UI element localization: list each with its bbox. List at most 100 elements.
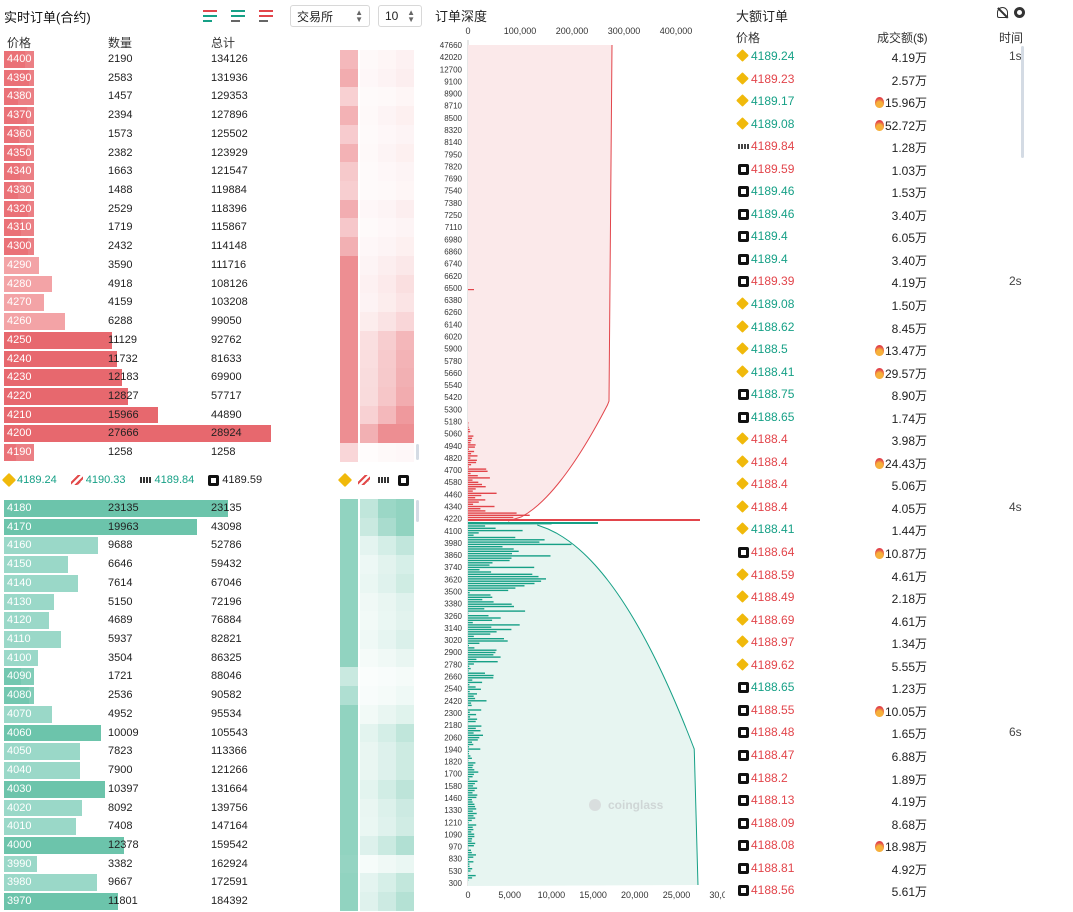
bid-row[interactable]: 4140 7614 67046 — [0, 574, 340, 593]
ask-row[interactable]: 4250 11129 92762 — [0, 331, 340, 350]
mid-price-bybit[interactable]: 4189.84 — [139, 474, 194, 486]
bid-row[interactable]: 4180 23135 23135 — [0, 499, 340, 518]
ask-row[interactable]: 4210 15966 44890 — [0, 406, 340, 425]
large-order-row[interactable]: 4188.4 4.05万 4s — [730, 496, 1030, 519]
okx-icon[interactable] — [398, 474, 409, 486]
view-bids-icon[interactable] — [228, 7, 250, 25]
large-order-row[interactable]: 4189.08 52.72万 — [730, 113, 1030, 136]
large-order-row[interactable]: 4188.81 4.92万 — [730, 857, 1030, 880]
ask-row[interactable]: 4200 27666 28924 — [0, 424, 340, 443]
large-order-row[interactable]: 4189.17 15.96万 — [730, 90, 1030, 113]
large-order-row[interactable]: 4188.41 1.44万 — [730, 518, 1030, 541]
binance-icon[interactable] — [337, 472, 353, 488]
large-order-row[interactable]: 4188.2 1.89万 — [730, 767, 1030, 790]
large-order-row[interactable]: 4189.23 2.57万 — [730, 68, 1030, 91]
bid-row[interactable]: 4130 5150 72196 — [0, 593, 340, 612]
large-order-row[interactable]: 4189.39 4.19万 2s — [730, 270, 1030, 293]
exchange-select[interactable]: 交易所 ▲ ▼ — [290, 5, 370, 27]
bids-scrollbar[interactable] — [416, 500, 419, 522]
bitget-icon[interactable] — [358, 475, 370, 485]
large-order-row[interactable]: 4188.4 24.43万 — [730, 451, 1030, 474]
bid-row[interactable]: 4040 7900 121266 — [0, 761, 340, 780]
ask-row[interactable]: 4290 3590 111716 — [0, 256, 340, 275]
bid-row[interactable]: 4060 10009 105543 — [0, 724, 340, 743]
ask-row[interactable]: 4280 4918 108126 — [0, 275, 340, 294]
large-order-row[interactable]: 4188.97 1.34万 — [730, 631, 1030, 654]
large-order-row[interactable]: 4188.65 1.74万 — [730, 406, 1030, 429]
bid-row[interactable]: 4070 4952 95534 — [0, 705, 340, 724]
large-order-row[interactable]: 4189.84 1.28万 — [730, 135, 1030, 158]
bid-row[interactable]: 3970 11801 184392 — [0, 892, 340, 911]
bell-off-icon[interactable] — [997, 7, 1008, 18]
bybit-icon[interactable] — [378, 477, 390, 483]
bid-row[interactable]: 4160 9688 52786 — [0, 536, 340, 555]
bid-row[interactable]: 4000 12378 159542 — [0, 836, 340, 855]
bid-row[interactable]: 4030 10397 131664 — [0, 780, 340, 799]
gear-icon[interactable] — [1014, 7, 1025, 18]
large-order-row[interactable]: 4188.49 2.18万 — [730, 586, 1030, 609]
large-order-row[interactable]: 4188.64 10.87万 — [730, 541, 1030, 564]
large-order-row[interactable]: 4189.08 1.50万 — [730, 293, 1030, 316]
asks-scrollbar[interactable] — [416, 444, 419, 460]
bid-row[interactable]: 4090 1721 88046 — [0, 667, 340, 686]
mid-price-bitget[interactable]: 4190.33 — [70, 474, 126, 486]
bid-row[interactable]: 4110 5937 82821 — [0, 630, 340, 649]
bid-row[interactable]: 4010 7408 147164 — [0, 817, 340, 836]
ask-row[interactable]: 4270 4159 103208 — [0, 293, 340, 312]
ask-row[interactable]: 4390 2583 131936 — [0, 69, 340, 88]
large-order-row[interactable]: 4189.62 5.55万 — [730, 654, 1030, 677]
large-order-row[interactable]: 4188.41 29.57万 — [730, 361, 1030, 384]
ask-row[interactable]: 4380 1457 129353 — [0, 87, 340, 106]
large-order-row[interactable]: 4188.13 4.19万 — [730, 789, 1030, 812]
mid-price-okx[interactable]: 4189.59 — [208, 474, 262, 486]
large-order-row[interactable]: 4188.56 5.61万 — [730, 879, 1030, 902]
large-order-row[interactable]: 4188.59 4.61万 — [730, 564, 1030, 587]
large-order-row[interactable]: 4188.4 5.06万 — [730, 473, 1030, 496]
large-order-row[interactable]: 4188.48 1.65万 6s — [730, 721, 1030, 744]
ask-row[interactable]: 4350 2382 123929 — [0, 144, 340, 163]
large-order-row[interactable]: 4188.47 6.88万 — [730, 744, 1030, 767]
ask-row[interactable]: 4240 11732 81633 — [0, 350, 340, 369]
bid-row[interactable]: 4100 3504 86325 — [0, 649, 340, 668]
view-asks-icon[interactable] — [256, 7, 278, 25]
bid-row[interactable]: 4170 19963 43098 — [0, 518, 340, 537]
ask-row[interactable]: 4360 1573 125502 — [0, 125, 340, 144]
ask-row[interactable]: 4230 12183 69900 — [0, 368, 340, 387]
large-order-row[interactable]: 4188.4 3.98万 — [730, 428, 1030, 451]
large-order-row[interactable]: 4188.75 8.90万 — [730, 383, 1030, 406]
large-orders-scrollbar[interactable] — [1021, 46, 1024, 158]
large-order-row[interactable]: 4188.5 13.47万 — [730, 338, 1030, 361]
large-order-row[interactable]: 4188.69 4.61万 — [730, 609, 1030, 632]
bid-row[interactable]: 4080 2536 90582 — [0, 686, 340, 705]
ask-row[interactable]: 4300 2432 114148 — [0, 237, 340, 256]
depth-level-select[interactable]: 10 ▲ ▼ — [378, 5, 422, 27]
ask-row[interactable]: 4260 6288 99050 — [0, 312, 340, 331]
mid-price-binance[interactable]: 4189.24 — [1, 472, 57, 488]
large-order-row[interactable]: 4189.24 4.19万 1s — [730, 45, 1030, 68]
ask-row[interactable]: 4220 12827 57717 — [0, 387, 340, 406]
large-order-row[interactable]: 4188.62 8.45万 — [730, 316, 1030, 339]
large-order-row[interactable]: 4188.08 18.98万 — [730, 834, 1030, 857]
bid-row[interactable]: 4120 4689 76884 — [0, 611, 340, 630]
bid-row[interactable]: 3990 3382 162924 — [0, 855, 340, 874]
ask-row[interactable]: 4340 1663 121547 — [0, 162, 340, 181]
large-order-row[interactable]: 4189.4 6.05万 — [730, 225, 1030, 248]
ask-row[interactable]: 4320 2529 118396 — [0, 200, 340, 219]
ask-row[interactable]: 4370 2394 127896 — [0, 106, 340, 125]
ask-row[interactable]: 4330 1488 119884 — [0, 181, 340, 200]
bid-row[interactable]: 4050 7823 113366 — [0, 742, 340, 761]
large-order-row[interactable]: 4189.4 3.40万 — [730, 248, 1030, 271]
large-order-row[interactable]: 4188.55 10.05万 — [730, 699, 1030, 722]
large-order-row[interactable]: 4188.65 1.23万 — [730, 676, 1030, 699]
large-order-row[interactable]: 4189.59 1.03万 — [730, 158, 1030, 181]
large-order-row[interactable]: 4189.46 3.40万 — [730, 203, 1030, 226]
view-both-icon[interactable] — [200, 7, 222, 25]
bid-row[interactable]: 4020 8092 139756 — [0, 799, 340, 818]
ask-row[interactable]: 4400 2190 134126 — [0, 50, 340, 69]
ask-row[interactable]: 4310 1719 115867 — [0, 218, 340, 237]
bid-row[interactable]: 4150 6646 59432 — [0, 555, 340, 574]
large-order-row[interactable]: 4188.09 8.68万 — [730, 812, 1030, 835]
large-order-row[interactable]: 4189.46 1.53万 — [730, 180, 1030, 203]
ask-row[interactable]: 4190 1258 1258 — [0, 443, 340, 462]
bid-row[interactable]: 3980 9667 172591 — [0, 873, 340, 892]
